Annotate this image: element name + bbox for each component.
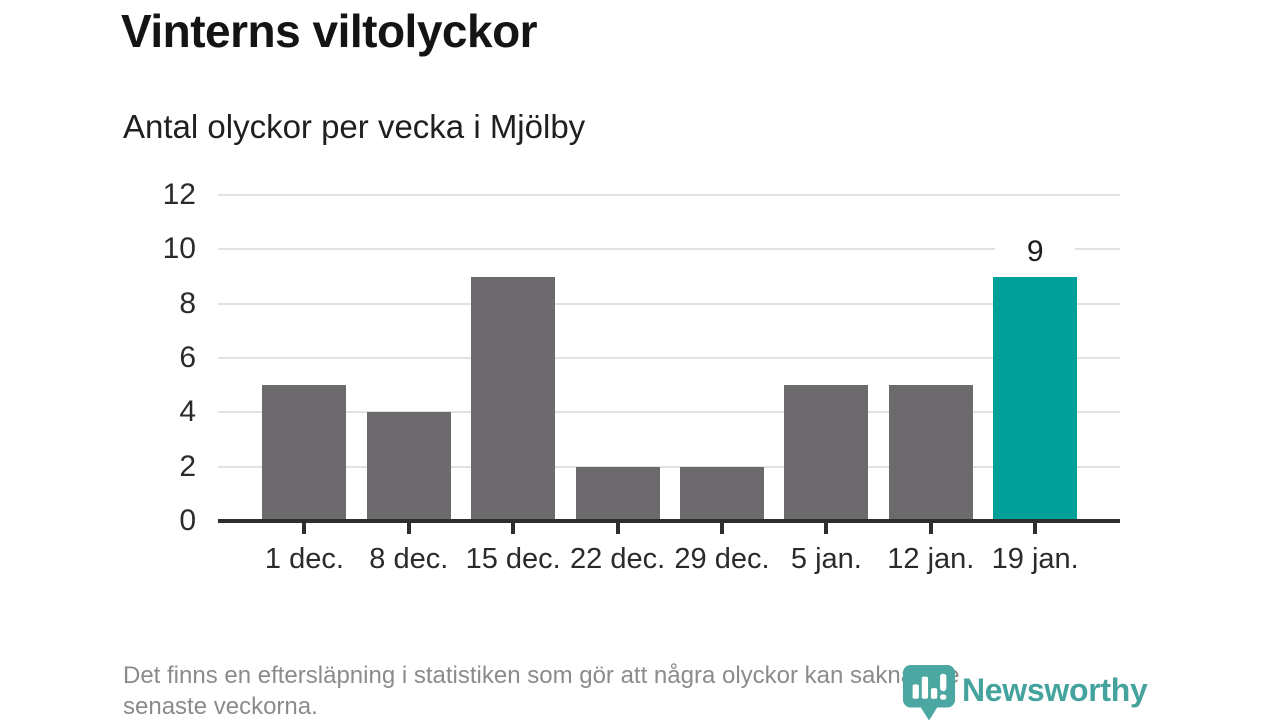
x-axis-tick-label: 5 jan. [790, 543, 862, 575]
newsworthy-logo-icon [902, 665, 956, 721]
gridline [218, 194, 1120, 196]
x-axis-tick [615, 523, 620, 534]
x-axis-tick-label: 12 jan. [887, 543, 975, 575]
y-axis-tick-label: 0 [179, 504, 196, 537]
bar-19jan [993, 276, 1078, 521]
y-axis-tick-label: 12 [162, 178, 196, 211]
gridline [218, 302, 1120, 305]
newsworthy-logo-text: Newsworthy [962, 672, 1148, 708]
y-axis-tick-label: 4 [179, 395, 196, 429]
bar-12jan [888, 385, 973, 521]
x-axis-tick [406, 523, 411, 534]
gridline [218, 465, 1120, 468]
footer-note-line2: senaste veckorna. [123, 693, 318, 720]
bar-8dec [366, 412, 451, 521]
x-axis-tick [824, 523, 829, 534]
bar-29dec [680, 466, 764, 521]
footer-note: Det finns en eftersläpning i statistiken… [123, 660, 1163, 722]
x-axis-tick-label: 1 dec. [264, 543, 344, 575]
x-axis-tick-label: 15 dec. [465, 543, 561, 575]
gridline [218, 357, 1120, 359]
bar-22dec [575, 466, 660, 521]
y-axis-tick-label: 2 [179, 449, 196, 483]
y-axis-tick-label: 8 [179, 286, 196, 320]
bar-value-label: 9 [995, 234, 1076, 269]
footer-note-line1: Det finns en eftersläpning i statistiken… [123, 662, 960, 689]
bar-5jan [784, 385, 869, 521]
gridline [218, 411, 1120, 414]
gridline [218, 248, 1120, 251]
x-axis-line [218, 519, 1120, 523]
newsworthy-logo: Newsworthy [902, 664, 1148, 722]
x-axis-tick [928, 523, 933, 534]
page-title: Vinterns viltolyckor [121, 5, 538, 57]
chart-subtitle: Antal olyckor per vecka i Mjölby [123, 108, 586, 145]
logo-barchart-glyph [912, 673, 947, 700]
x-axis-tick-label: 29 dec. [674, 543, 770, 575]
bar-15dec [471, 276, 556, 521]
x-axis-tick [720, 523, 724, 534]
x-axis-tick-label: 22 dec. [570, 543, 666, 575]
x-axis-tick-label: 8 dec. [369, 543, 449, 575]
bar-1dec [262, 385, 347, 521]
x-axis-tick [1033, 523, 1038, 534]
y-axis-tick-label: 10 [162, 232, 196, 266]
x-axis-tick [302, 523, 307, 534]
bar-chart-plot: 0 2 4 6 8 10 12 9 1 dec. 8 dec. 15 dec. 22 dec. 29 d… [163, 178, 1120, 575]
x-axis-tick [511, 523, 516, 534]
y-axis-tick-label: 6 [179, 341, 196, 374]
x-axis-tick-label: 19 jan. [991, 543, 1079, 575]
